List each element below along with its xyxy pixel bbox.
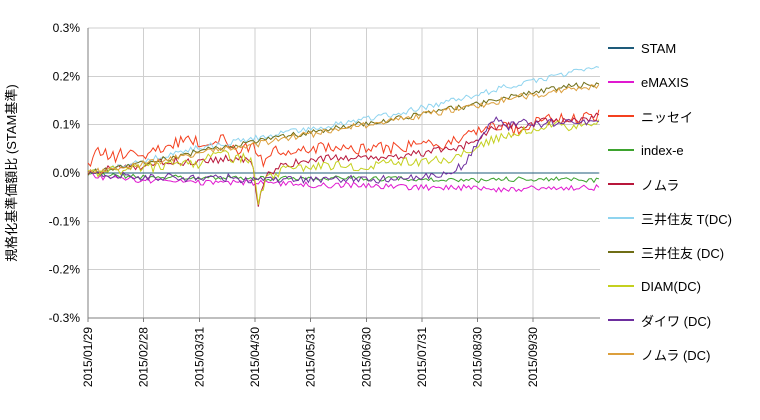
series-line [87, 84, 600, 176]
series-line [87, 109, 600, 169]
legend-item: 三井住友 (DC) [608, 244, 725, 261]
y-axis-title: 規格化基準価額比 (STAM基準) [4, 84, 19, 261]
legend-label: index-e [641, 142, 684, 158]
legend-swatch [608, 81, 634, 83]
legend-item: ノムラ (DC) [608, 346, 711, 363]
y-tick-label: -0.1% [49, 214, 81, 228]
axes [87, 28, 600, 322]
y-tick-label: -0.2% [49, 263, 81, 277]
legend-swatch [608, 217, 634, 219]
y-tick-label: 0.0% [53, 166, 81, 180]
legend-label: 三井住友 (DC) [641, 245, 725, 261]
legend-label: ノムラ (DC) [641, 347, 711, 363]
legend-label: STAM [641, 40, 677, 56]
legend-item: STAM [608, 40, 676, 56]
legend-swatch [608, 115, 634, 117]
legend-swatch [608, 47, 634, 49]
x-tick-label: 2015/04/30 [248, 327, 262, 387]
x-tick-label: 2015/01/29 [81, 327, 95, 387]
x-tick-label: 2015/06/30 [359, 327, 373, 387]
legend-item: ニッセイ [608, 108, 694, 125]
series-line [87, 116, 600, 185]
legend-label: 三井住友 T(DC) [641, 211, 732, 227]
series-line [87, 81, 600, 176]
legend-label: eMAXIS [641, 74, 689, 90]
y-tick-label: 0.1% [53, 118, 81, 132]
legend-swatch [608, 149, 634, 151]
legend-item: ノムラ [608, 176, 680, 193]
legend-item: index-e [608, 142, 684, 158]
series-line [87, 119, 600, 205]
x-tick-label: 2015/08/30 [471, 327, 485, 387]
y-tick-label: -0.3% [49, 311, 81, 325]
series-line [87, 170, 600, 193]
data-series [87, 66, 600, 207]
x-tick-label: 2015/05/31 [304, 327, 318, 387]
legend-swatch [608, 285, 634, 287]
legend-swatch [608, 353, 634, 355]
legend-swatch [608, 251, 634, 253]
legend-item: eMAXIS [608, 74, 689, 90]
legend-label: ダイワ (DC) [641, 313, 712, 329]
y-tick-label: 0.2% [53, 69, 81, 83]
tick-labels: 0.3% 0.2% 0.1% 0.0% -0.1% -0.2% -0.3%2015/01/2… [49, 21, 541, 387]
legend-item: DIAM(DC) [608, 278, 701, 294]
x-tick-label: 2015/02/28 [137, 327, 151, 387]
x-tick-label: 2015/09/30 [526, 327, 540, 387]
legend: STAM eMAXIS ニッセイ index-e ノムラ三井住友 T(DC) 三井住友 (… [608, 0, 758, 420]
legend-swatch [608, 183, 634, 185]
legend-item: ダイワ (DC) [608, 312, 712, 329]
x-tick-label: 2015/03/31 [192, 327, 206, 387]
y-tick-label: 0.3% [53, 21, 81, 35]
legend-item: 三井住友 T(DC) [608, 210, 732, 227]
x-tick-label: 2015/07/31 [415, 327, 429, 387]
legend-label: ニッセイ [641, 109, 694, 125]
legend-label: DIAM(DC) [641, 278, 701, 294]
legend-label: ノムラ [641, 177, 680, 193]
legend-swatch [608, 319, 634, 321]
